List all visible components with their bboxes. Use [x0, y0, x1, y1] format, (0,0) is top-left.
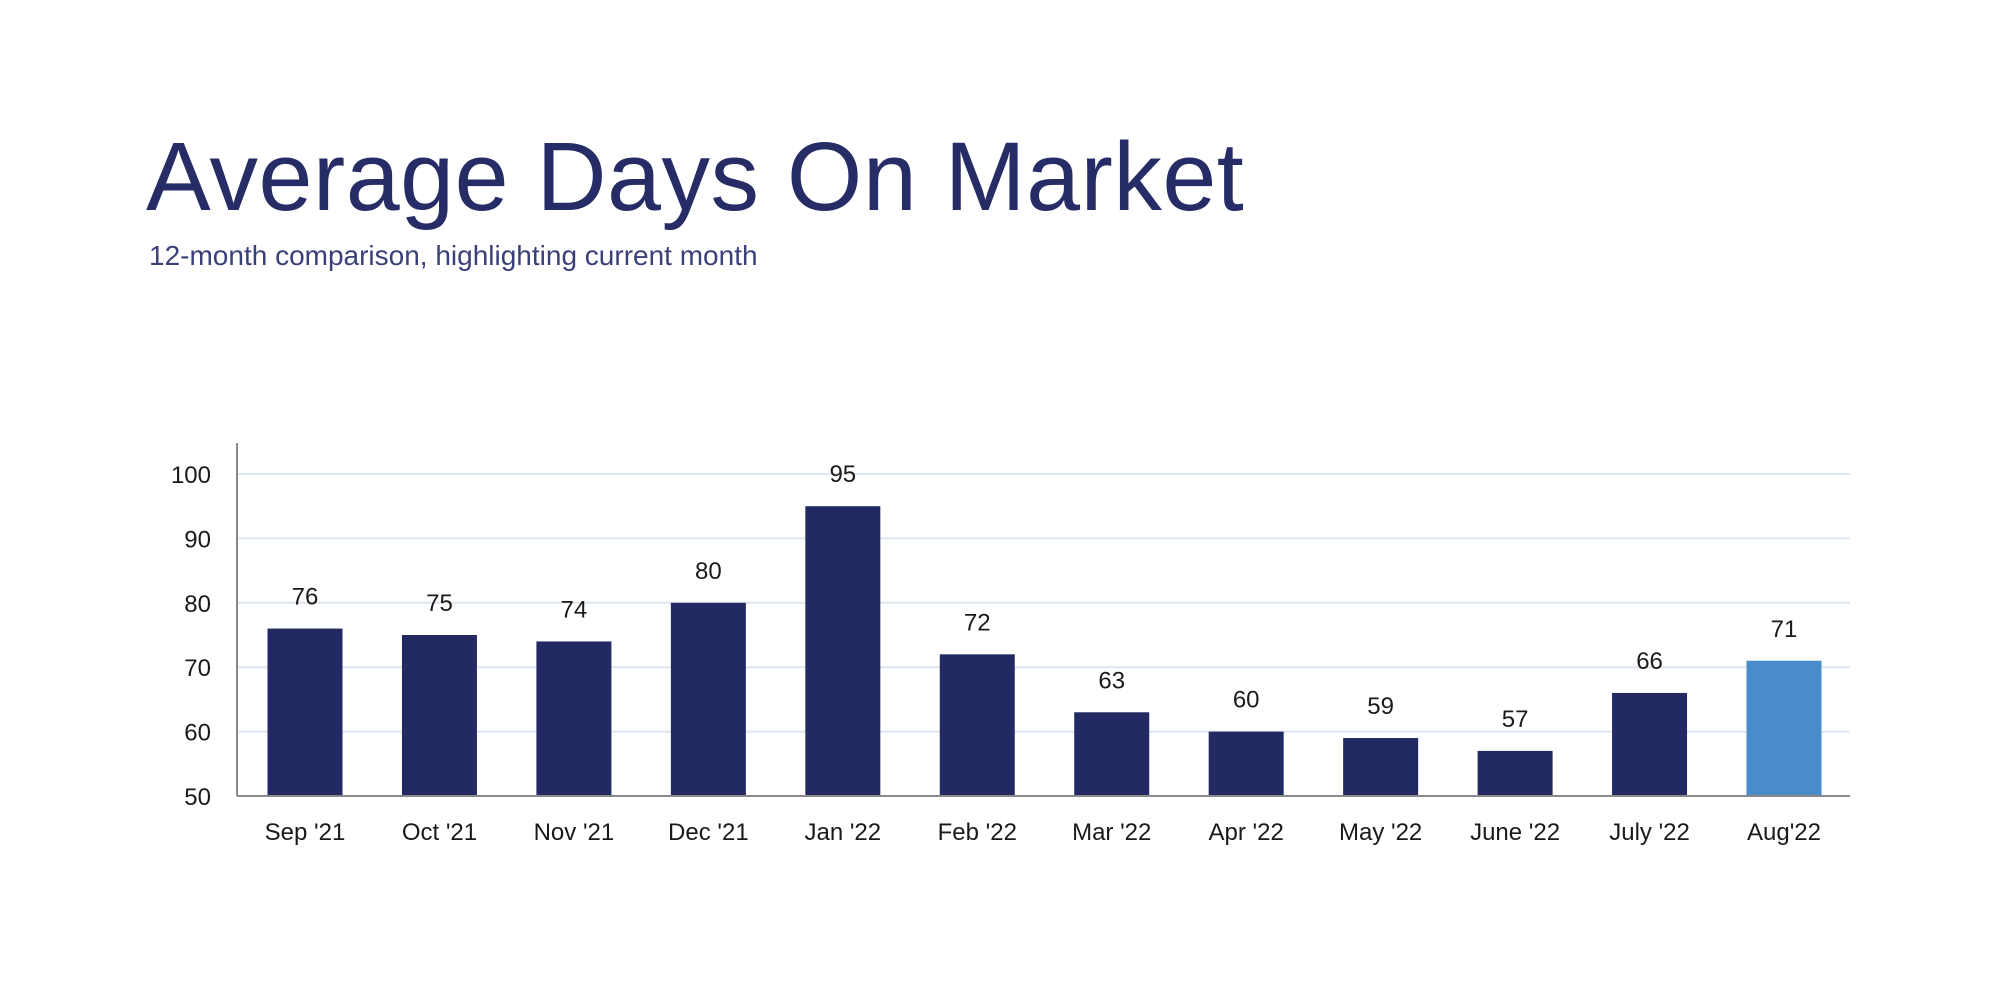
- x-tick-label: Apr '22: [1209, 819, 1284, 846]
- bar: [1343, 738, 1419, 796]
- y-tick-label: 70: [184, 655, 211, 682]
- data-label: 95: [829, 461, 856, 488]
- data-label: 63: [1098, 667, 1125, 694]
- bar: [1477, 750, 1553, 796]
- y-tick-label: 80: [184, 591, 211, 618]
- x-tick-label: Dec '21: [668, 819, 749, 846]
- x-tick-label: Feb '22: [938, 819, 1017, 846]
- x-tick-label: June '22: [1470, 819, 1560, 846]
- y-axis-ticks: 50 60 70 80 90 100: [171, 462, 211, 811]
- bars: [267, 506, 1822, 796]
- data-labels: 76 75 74 80 95 72 63 60 59 57 66 71: [292, 461, 1798, 733]
- gridlines: [237, 473, 1850, 733]
- bar: [670, 602, 746, 796]
- data-label: 66: [1636, 648, 1663, 675]
- data-label: 57: [1502, 706, 1529, 733]
- x-tick-label: Sep '21: [265, 819, 346, 846]
- x-tick-label: Nov '21: [534, 819, 615, 846]
- x-tick-label: May '22: [1339, 819, 1422, 846]
- x-tick-label: Jan '22: [804, 819, 881, 846]
- data-label: 76: [292, 584, 319, 611]
- data-label: 74: [561, 596, 588, 623]
- x-tick-label: July '22: [1609, 819, 1690, 846]
- chart-subtitle: 12-month comparison, highlighting curren…: [149, 240, 758, 271]
- bar: [267, 628, 343, 796]
- bar: [805, 506, 881, 796]
- bar: [401, 635, 477, 796]
- bar: [1074, 712, 1150, 796]
- x-axis-labels: Sep '21 Oct '21 Nov '21 Dec '21 Jan '22 Feb '…: [265, 819, 1821, 846]
- y-tick-label: 50: [184, 784, 211, 811]
- bar: [1612, 692, 1688, 796]
- bar: [536, 641, 612, 796]
- bar: [1208, 731, 1284, 796]
- bar: [1746, 660, 1822, 796]
- y-tick-label: 60: [184, 720, 211, 747]
- data-label: 71: [1771, 616, 1798, 643]
- data-label: 60: [1233, 687, 1260, 714]
- y-tick-label: 100: [171, 462, 211, 489]
- y-tick-label: 90: [184, 526, 211, 553]
- x-tick-label: Oct '21: [402, 819, 477, 846]
- data-label: 72: [964, 609, 991, 636]
- data-label: 59: [1367, 693, 1394, 720]
- bar: [939, 654, 1015, 796]
- x-tick-label: Mar '22: [1072, 819, 1151, 846]
- chart-title: Average Days On Market: [146, 122, 1245, 231]
- x-tick-label: Aug'22: [1747, 819, 1821, 846]
- data-label: 75: [426, 590, 453, 617]
- data-label: 80: [695, 558, 722, 585]
